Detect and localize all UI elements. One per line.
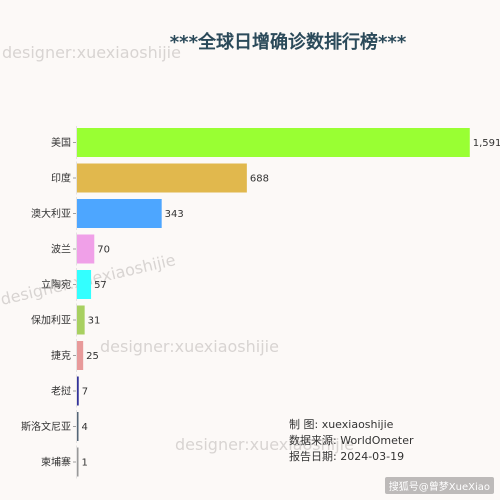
info-label-author: 制 图: (289, 418, 319, 431)
info-label-source: 数据来源: (289, 434, 337, 447)
category-label: 斯洛文尼亚 (21, 420, 71, 433)
bars-group: 美国 1,591 印度 688 澳大利亚 343 波兰 70 立陶宛 57 保加利亚 31 捷克 25 老挝… (21, 126, 500, 479)
bar (77, 128, 470, 157)
info-value-author: xuexiaoshijie (321, 418, 394, 431)
value-label: 70 (97, 245, 110, 256)
watermark: designer:xuexiaoshijie (100, 337, 279, 356)
value-label: 4 (82, 422, 88, 433)
category-label: 印度 (51, 172, 71, 185)
value-label: 343 (165, 209, 184, 220)
info-label-date: 报告日期: (289, 450, 337, 463)
info-line-source: 数据来源: WorldOmeter (289, 433, 414, 449)
bar (77, 305, 85, 335)
watermark: designer:xuexiaoshijie (2, 43, 181, 62)
category-label: 老挝 (51, 385, 71, 398)
value-label: 31 (88, 316, 101, 327)
bar (77, 341, 84, 370)
bar (77, 234, 95, 264)
bar (77, 199, 162, 228)
bar (77, 376, 79, 406)
value-label: 1 (82, 458, 88, 469)
info-box: 制 图: xuexiaoshijie 数据来源: WorldOmeter 报告日… (289, 417, 414, 465)
value-label: 57 (94, 280, 107, 291)
footer-credit: 搜狐号@曾梦XueXiao (384, 477, 494, 494)
info-line-date: 报告日期: 2024-03-19 (289, 449, 414, 465)
chart-title: ***全球日增确诊数排行榜*** (170, 31, 407, 53)
info-value-source: WorldOmeter (340, 434, 414, 447)
category-label: 美国 (51, 136, 71, 149)
value-label: 1,591 (473, 138, 500, 149)
info-line-author: 制 图: xuexiaoshijie (289, 417, 414, 433)
value-label: 7 (82, 387, 88, 398)
info-value-date: 2024-03-19 (340, 450, 405, 463)
value-label: 688 (250, 174, 269, 185)
category-label: 柬埔寨 (41, 456, 71, 469)
category-label: 波兰 (51, 243, 71, 256)
bar (77, 270, 92, 299)
category-label: 捷克 (51, 349, 71, 362)
watermark: designer:xuexiaoshijie (175, 435, 354, 454)
value-label: 25 (86, 351, 99, 362)
bar (77, 447, 79, 477)
category-label: 保加利亚 (31, 314, 71, 327)
category-label: 立陶宛 (41, 278, 71, 291)
bar (77, 412, 79, 441)
bar (77, 163, 247, 193)
category-label: 澳大利亚 (31, 207, 71, 220)
